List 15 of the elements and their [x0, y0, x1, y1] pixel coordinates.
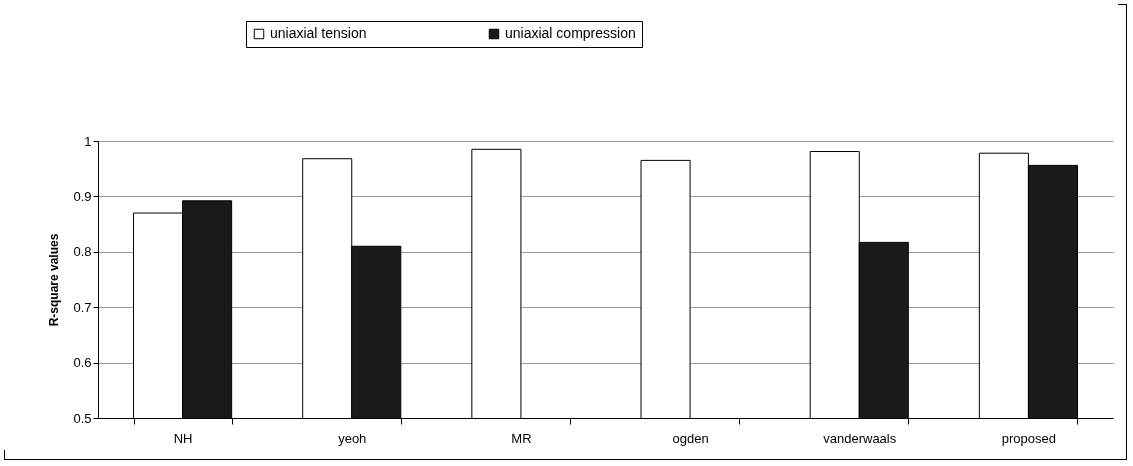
y-tick-label: 0.8 [73, 244, 92, 260]
y-tick-label: 0.7 [73, 299, 92, 315]
x-tick-label: NH [173, 430, 193, 446]
y-tick-label: 0.6 [73, 355, 92, 371]
legend-label: uniaxial compression [505, 25, 636, 41]
y-axis-title: R-square values [47, 233, 62, 327]
x-tick-label: proposed [1001, 430, 1057, 446]
y-tick-label: 1 [84, 133, 92, 149]
legend-label: uniaxial tension [270, 25, 367, 41]
y-tick-label: 0.5 [73, 410, 92, 426]
x-tick-label: vanderwaals [823, 430, 897, 446]
x-tick-label: yeoh [338, 430, 367, 446]
x-tick-label: MR [511, 430, 532, 446]
y-tick-label: 0.9 [73, 188, 92, 204]
x-tick-label: ogden [672, 430, 709, 446]
